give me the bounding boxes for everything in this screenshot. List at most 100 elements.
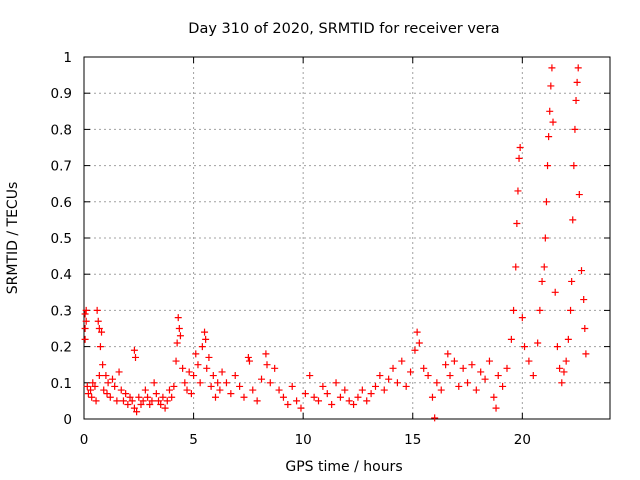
data-point (88, 393, 96, 401)
data-point (485, 357, 493, 365)
data-point (468, 361, 476, 369)
data-point (407, 368, 415, 376)
data-point (122, 390, 130, 398)
data-point (271, 364, 279, 372)
data-point (553, 343, 561, 351)
data-point (146, 401, 154, 409)
data-point (128, 397, 136, 405)
data-point (428, 393, 436, 401)
data-point (244, 353, 252, 361)
data-point (168, 393, 176, 401)
data-point (81, 310, 89, 318)
data-point (249, 386, 257, 394)
data-point (503, 364, 511, 372)
data-point (494, 372, 502, 380)
data-point (551, 288, 559, 296)
data-point (130, 346, 138, 354)
data-point (144, 393, 152, 401)
data-point (231, 372, 239, 380)
data-point (117, 386, 125, 394)
data-point (99, 361, 107, 369)
data-point (98, 328, 106, 336)
data-point (216, 386, 224, 394)
data-point (174, 314, 182, 322)
data-point (172, 357, 180, 365)
data-point (190, 372, 198, 380)
data-point (578, 267, 586, 275)
x-tick-label: 15 (404, 432, 421, 448)
data-point (84, 390, 92, 398)
data-point (240, 393, 248, 401)
data-point (536, 306, 544, 314)
data-point (159, 393, 167, 401)
data-point (310, 393, 318, 401)
data-point (575, 191, 583, 199)
data-point (581, 325, 589, 332)
data-point (459, 364, 467, 372)
data-point (297, 404, 305, 412)
data-point (236, 382, 244, 390)
data-point (525, 357, 533, 365)
data-point (424, 372, 432, 380)
data-point (111, 382, 119, 390)
data-point (141, 386, 149, 394)
data-point (450, 357, 458, 365)
data-points (81, 64, 590, 422)
axis-ticks: 00.10.20.30.40.50.60.70.80.910 5 10 15 20 (51, 50, 610, 448)
data-point (444, 350, 452, 358)
data-point (512, 263, 520, 271)
data-point (108, 375, 116, 383)
data-point (568, 277, 576, 285)
data-point (202, 335, 210, 343)
data-point (514, 187, 522, 195)
data-point (516, 144, 524, 151)
data-point (212, 393, 219, 401)
data-point (350, 401, 358, 409)
data-point (89, 379, 97, 387)
data-point (263, 361, 271, 369)
data-point (437, 386, 445, 394)
data-point (515, 154, 523, 162)
data-point (173, 339, 181, 347)
data-point (253, 397, 261, 405)
data-point (455, 382, 463, 390)
data-point (562, 357, 570, 365)
data-point (558, 379, 566, 387)
data-point (81, 325, 89, 332)
data-point (413, 328, 421, 336)
data-point (393, 379, 401, 387)
data-point (332, 379, 340, 387)
data-point (161, 404, 169, 412)
data-point (367, 390, 375, 398)
data-point (279, 393, 287, 401)
data-point (165, 386, 173, 394)
data-point (323, 390, 331, 398)
data-point (507, 335, 515, 343)
data-point (431, 414, 439, 422)
data-point (115, 368, 123, 376)
data-point (306, 372, 314, 380)
data-point (137, 401, 145, 409)
data-point (363, 397, 371, 405)
data-point (102, 372, 110, 380)
data-point (222, 379, 230, 387)
data-point (192, 350, 200, 358)
data-point (544, 162, 552, 170)
data-point (207, 382, 215, 390)
data-point (135, 393, 143, 401)
x-tick-label: 0 (80, 432, 89, 448)
data-point (354, 393, 362, 401)
data-point (549, 118, 557, 126)
x-tick-label: 20 (514, 432, 531, 448)
data-point (371, 382, 379, 390)
y-tick-label: 0.9 (51, 86, 72, 102)
data-point (92, 397, 100, 405)
data-point (209, 372, 217, 380)
data-point (150, 379, 158, 387)
data-point (548, 64, 556, 72)
data-point (227, 390, 235, 398)
data-point (214, 379, 222, 387)
data-point (157, 401, 165, 409)
chart-title: Day 310 of 2020, SRMTID for receiver ver… (188, 21, 499, 37)
